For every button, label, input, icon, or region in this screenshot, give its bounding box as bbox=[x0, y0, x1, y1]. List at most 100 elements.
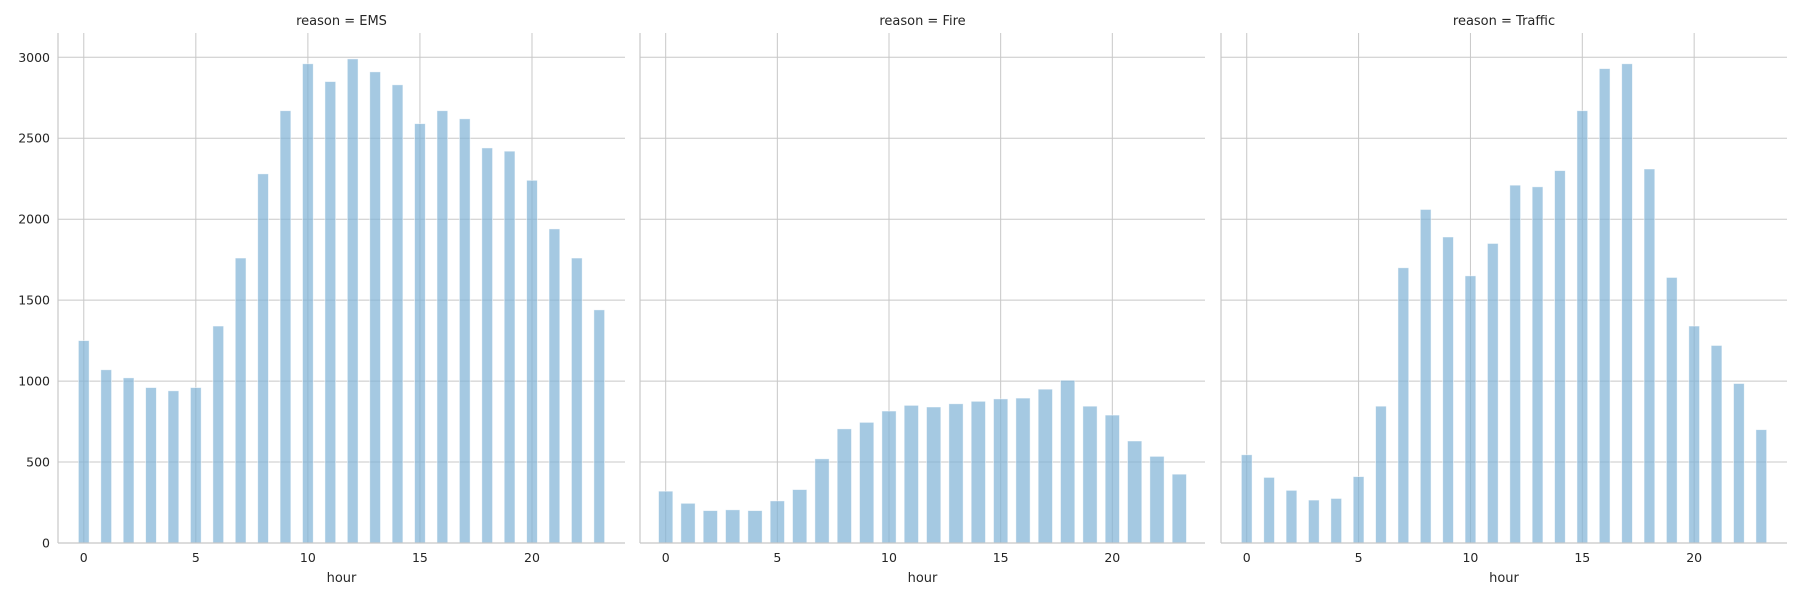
facet-title: reason = Fire bbox=[879, 14, 965, 29]
histogram-bar bbox=[658, 490, 674, 544]
x-tick-label: 20 bbox=[1104, 550, 1120, 565]
histogram-bar bbox=[257, 173, 269, 544]
x-tick-label: 0 bbox=[1243, 550, 1251, 565]
histogram-bar bbox=[1104, 414, 1120, 544]
histogram-bar bbox=[1509, 184, 1521, 544]
histogram-bar bbox=[436, 110, 449, 544]
histogram-bar bbox=[769, 500, 785, 544]
histogram-bar bbox=[234, 257, 247, 544]
histogram-bar bbox=[100, 369, 112, 544]
histogram-bar bbox=[881, 410, 897, 544]
histogram-bar bbox=[1015, 397, 1031, 544]
histogram-bar bbox=[1576, 110, 1589, 544]
facet-panel: reason = Fire 0 5 10 15 20 hour bbox=[639, 14, 1205, 586]
x-tick-label: 0 bbox=[80, 550, 88, 565]
histogram-bar bbox=[1352, 476, 1365, 544]
y-tick-label: 500 bbox=[26, 455, 50, 470]
histogram-bar bbox=[78, 340, 90, 544]
histogram-bar bbox=[1442, 236, 1454, 544]
facet-panel: reason = Traffic 0 5 10 15 20 hour bbox=[1220, 14, 1787, 586]
x-tick-label: 5 bbox=[192, 550, 200, 565]
x-tick-label: 15 bbox=[993, 550, 1009, 565]
x-tick-label: 15 bbox=[412, 550, 428, 565]
histogram-bar bbox=[458, 118, 471, 544]
x-tick-label: 0 bbox=[662, 550, 670, 565]
x-tick-label: 15 bbox=[1574, 550, 1590, 565]
x-axis-label: hour bbox=[327, 571, 357, 586]
histogram-bar bbox=[593, 309, 605, 544]
histogram-bar bbox=[1263, 477, 1275, 544]
histogram-bar bbox=[369, 71, 381, 544]
x-axis-label: hour bbox=[1489, 571, 1519, 586]
histogram-bar bbox=[302, 63, 314, 544]
histogram-bar bbox=[1688, 325, 1700, 544]
histogram-bar bbox=[903, 404, 919, 544]
histogram-bar bbox=[1598, 68, 1611, 544]
histogram-bar bbox=[1487, 243, 1499, 544]
histogram-bar bbox=[1464, 275, 1477, 544]
histogram-bar bbox=[680, 502, 696, 544]
histogram-bar bbox=[1643, 168, 1656, 544]
y-tick-label: 3000 bbox=[18, 50, 50, 65]
facet-panel: reason = EMS 0 5 10 15 20 0 500 1000 1500 2000 2500… bbox=[18, 14, 625, 586]
histogram-bar bbox=[1285, 489, 1298, 544]
histogram-bar bbox=[1308, 499, 1320, 544]
facet-title: reason = EMS bbox=[296, 14, 387, 29]
x-tick-label: 20 bbox=[1686, 550, 1702, 565]
histogram-bar bbox=[993, 398, 1009, 544]
histogram-bar bbox=[1755, 429, 1768, 544]
histogram-bar bbox=[324, 81, 337, 544]
x-tick-label: 20 bbox=[524, 550, 540, 565]
histogram-bar bbox=[414, 123, 426, 544]
histogram-bar bbox=[970, 400, 986, 544]
histogram-bar bbox=[1375, 405, 1387, 544]
histogram-bar bbox=[814, 458, 830, 544]
histogram-bar bbox=[747, 510, 763, 544]
histogram-bar bbox=[1710, 345, 1723, 544]
y-tick-label: 2000 bbox=[18, 212, 50, 227]
y-tick-label: 0 bbox=[42, 536, 50, 551]
histogram-bar bbox=[503, 150, 516, 544]
histogram-bar bbox=[1171, 473, 1187, 544]
histogram-bar bbox=[346, 58, 359, 544]
histogram-bar bbox=[391, 84, 404, 544]
histogram-bar bbox=[926, 406, 942, 544]
histogram-bar bbox=[481, 147, 493, 544]
histogram-bar bbox=[1621, 63, 1633, 544]
histogram-bar bbox=[190, 387, 202, 544]
histogram-bar bbox=[1149, 455, 1165, 544]
histogram-bar bbox=[1037, 388, 1053, 544]
histogram-bar bbox=[571, 257, 583, 544]
histogram-bar bbox=[725, 509, 741, 544]
y-tick-label: 1000 bbox=[18, 374, 50, 389]
histogram-bar bbox=[145, 387, 157, 544]
histogram-bar bbox=[1082, 405, 1098, 544]
histogram-bar bbox=[526, 179, 538, 544]
histogram-bar bbox=[948, 403, 964, 544]
histogram-bar bbox=[1666, 277, 1678, 544]
y-tick-label: 1500 bbox=[18, 293, 50, 308]
histogram-bar bbox=[859, 421, 875, 544]
histogram-bar bbox=[1127, 440, 1143, 544]
histogram-bar bbox=[1060, 379, 1076, 544]
histogram-bar bbox=[1733, 383, 1745, 544]
x-tick-label: 5 bbox=[1355, 550, 1363, 565]
histogram-bar bbox=[122, 377, 135, 544]
histogram-bar bbox=[1397, 267, 1410, 544]
histogram-bar bbox=[167, 390, 180, 544]
histogram-bar bbox=[279, 110, 292, 544]
histogram-bar bbox=[792, 489, 808, 544]
histogram-bar bbox=[1554, 170, 1566, 544]
x-tick-label: 5 bbox=[773, 550, 781, 565]
histogram-bar bbox=[1240, 454, 1253, 544]
x-tick-label: 10 bbox=[1462, 550, 1478, 565]
histogram-bar bbox=[702, 510, 718, 544]
histogram-bar bbox=[836, 428, 852, 544]
x-axis-label: hour bbox=[908, 571, 938, 586]
histogram-bar bbox=[1330, 498, 1342, 544]
histogram-bar bbox=[212, 325, 225, 544]
y-tick-label: 2500 bbox=[18, 131, 50, 146]
x-tick-label: 10 bbox=[300, 550, 316, 565]
